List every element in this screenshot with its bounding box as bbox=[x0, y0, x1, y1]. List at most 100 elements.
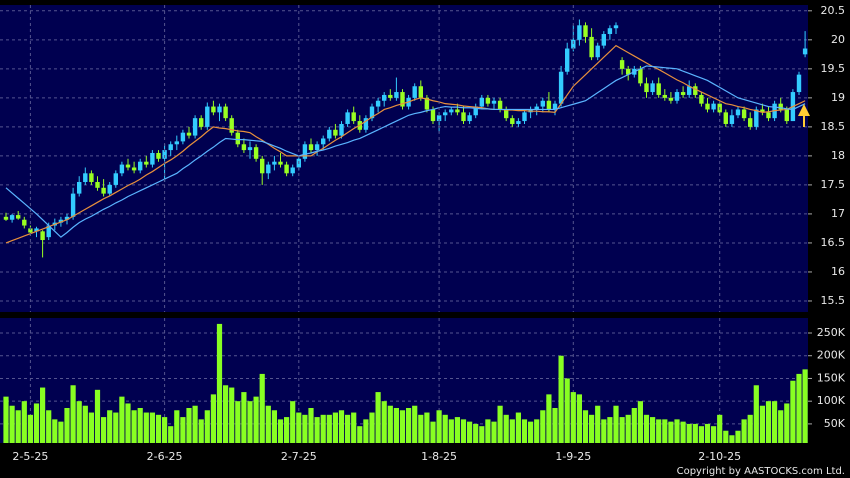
volume-bar bbox=[448, 419, 454, 443]
candle-body bbox=[644, 83, 649, 93]
volume-bar bbox=[607, 417, 613, 443]
candle-body bbox=[369, 106, 375, 119]
volume-bar bbox=[467, 421, 473, 443]
candle-body bbox=[668, 97, 674, 101]
volume-bar bbox=[631, 408, 637, 443]
candle-body bbox=[607, 28, 613, 35]
arrow bbox=[798, 104, 810, 127]
candle-body bbox=[516, 121, 521, 124]
volume-bar bbox=[692, 423, 698, 443]
volume-bar bbox=[94, 389, 101, 443]
y-tick-label: 17.5 bbox=[821, 178, 846, 191]
volume-bar bbox=[284, 417, 290, 443]
candle-body bbox=[314, 144, 320, 151]
candle-body bbox=[327, 129, 332, 139]
candle-body bbox=[491, 100, 497, 104]
candle-body bbox=[443, 112, 448, 116]
candle-body bbox=[497, 100, 503, 110]
candle-body bbox=[449, 109, 454, 113]
volume-bar bbox=[387, 405, 393, 443]
candle-body bbox=[583, 25, 588, 37]
volume-bar bbox=[125, 403, 131, 443]
volume-bar bbox=[82, 405, 88, 443]
volume-bar bbox=[210, 394, 216, 443]
y-tick-label: 15.5 bbox=[821, 294, 846, 307]
y-tick-label: 16.5 bbox=[821, 236, 846, 249]
candle-body bbox=[540, 100, 545, 107]
volume-bar bbox=[308, 408, 314, 443]
candle-body bbox=[156, 152, 161, 159]
volume-bar bbox=[241, 392, 247, 443]
volume-bar bbox=[40, 387, 46, 443]
y-tick-label: 18 bbox=[831, 149, 845, 162]
candle-body bbox=[510, 118, 515, 124]
candle-body bbox=[680, 92, 686, 95]
volume-bar bbox=[619, 417, 625, 443]
candle-body bbox=[388, 94, 393, 98]
candle-body bbox=[693, 86, 698, 95]
candle-body bbox=[760, 109, 765, 113]
volume-bar bbox=[70, 385, 76, 443]
candle-body bbox=[638, 68, 643, 84]
y-tick-label: 20.5 bbox=[821, 4, 846, 17]
candle-body bbox=[552, 103, 558, 110]
candle-body bbox=[101, 187, 106, 194]
volume-bar bbox=[698, 426, 704, 443]
volume-bar bbox=[601, 419, 607, 443]
candle-body bbox=[46, 225, 51, 238]
y-tick-label: 200K bbox=[817, 349, 846, 362]
candle-body bbox=[504, 109, 509, 119]
volume-bar bbox=[570, 392, 576, 443]
volume-bar bbox=[650, 417, 656, 443]
volume-bar bbox=[235, 401, 241, 443]
candle-body bbox=[211, 106, 216, 113]
candle-body bbox=[235, 132, 240, 145]
volume-bar bbox=[656, 419, 662, 443]
x-tick-label: 2-7-25 bbox=[281, 450, 317, 463]
candle-body bbox=[558, 71, 564, 104]
candle-body bbox=[290, 167, 295, 174]
volume-bar bbox=[479, 426, 485, 443]
volume-bar bbox=[717, 414, 723, 443]
volume-bar bbox=[418, 414, 424, 443]
volume-bar bbox=[369, 412, 375, 443]
candle-body bbox=[162, 150, 167, 159]
volume-bar bbox=[674, 419, 680, 443]
candle-body bbox=[479, 97, 484, 107]
volume-bar bbox=[454, 417, 460, 443]
volume-bar bbox=[253, 396, 259, 443]
candle-body bbox=[595, 45, 600, 58]
volume-bar bbox=[521, 419, 528, 443]
candle-body bbox=[656, 83, 661, 95]
volume-bar bbox=[564, 378, 570, 443]
candle-body bbox=[247, 147, 253, 151]
y-tick-label: 250K bbox=[817, 326, 846, 339]
moving-average-line bbox=[5, 65, 806, 238]
volume-bar bbox=[9, 405, 15, 443]
volume-bar bbox=[595, 405, 601, 443]
candle-body bbox=[778, 103, 783, 110]
volume-bar bbox=[52, 419, 58, 443]
candle-body bbox=[144, 161, 149, 165]
candle-body bbox=[272, 161, 277, 165]
x-tick-label: 2-6-25 bbox=[147, 450, 183, 463]
volume-bar bbox=[198, 419, 204, 443]
volume-bar bbox=[58, 421, 64, 443]
candle-body bbox=[241, 144, 247, 151]
candle-body bbox=[205, 106, 210, 127]
candle-body bbox=[784, 109, 789, 122]
candle-body bbox=[534, 106, 539, 110]
candle-body bbox=[589, 36, 594, 58]
candle-body bbox=[711, 103, 716, 110]
volume-bar bbox=[247, 401, 253, 443]
candle-body bbox=[3, 216, 9, 220]
volume-bar bbox=[424, 412, 430, 443]
moving-average-line bbox=[5, 44, 806, 244]
volume-bar bbox=[765, 401, 772, 443]
volume-bar bbox=[711, 426, 717, 443]
volume-bar bbox=[119, 396, 125, 443]
volume-bar bbox=[326, 414, 332, 443]
volume-bar bbox=[314, 417, 320, 443]
volume-bar bbox=[381, 401, 387, 443]
volume-bar bbox=[259, 373, 265, 443]
